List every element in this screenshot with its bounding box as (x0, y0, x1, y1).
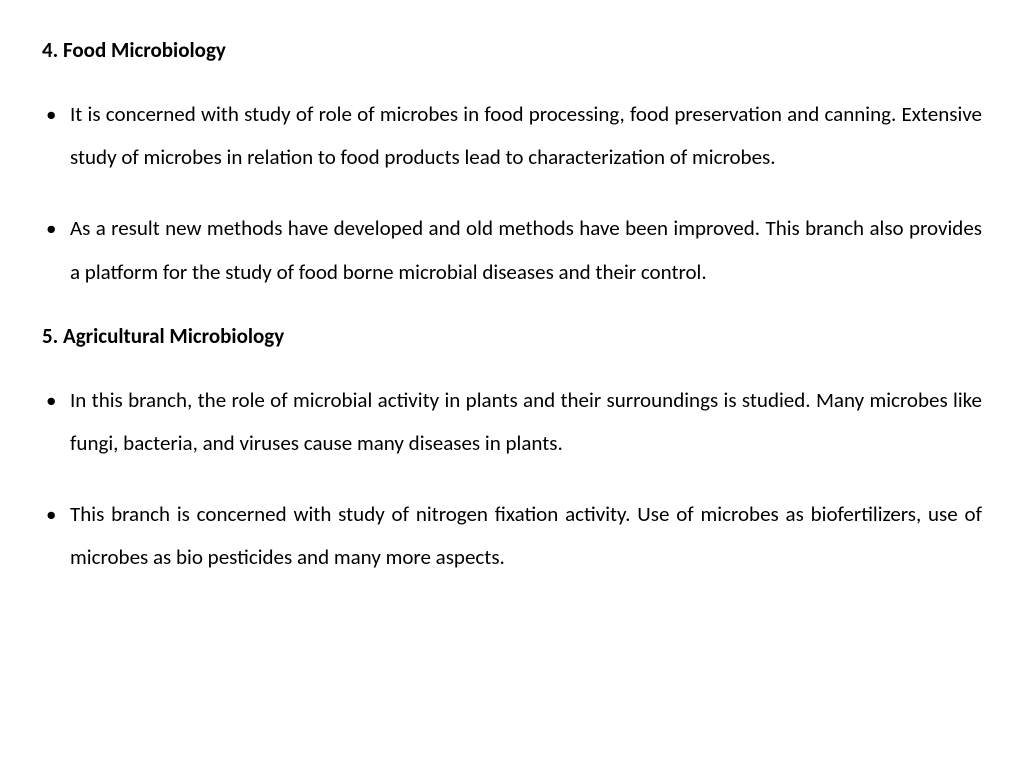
list-item: As a result new methods have developed a… (42, 207, 982, 293)
section-heading: 5. Agricultural Microbiology (42, 322, 982, 351)
section-agricultural-microbiology: 5. Agricultural Microbiology In this bra… (42, 322, 982, 580)
section-heading: 4. Food Microbiology (42, 36, 982, 65)
list-item: In this branch, the role of microbial ac… (42, 379, 982, 465)
list-item: This branch is concerned with study of n… (42, 493, 982, 579)
bullet-list: In this branch, the role of microbial ac… (42, 379, 982, 579)
section-food-microbiology: 4. Food Microbiology It is concerned wit… (42, 36, 982, 294)
bullet-list: It is concerned with study of role of mi… (42, 93, 982, 293)
list-item: It is concerned with study of role of mi… (42, 93, 982, 179)
